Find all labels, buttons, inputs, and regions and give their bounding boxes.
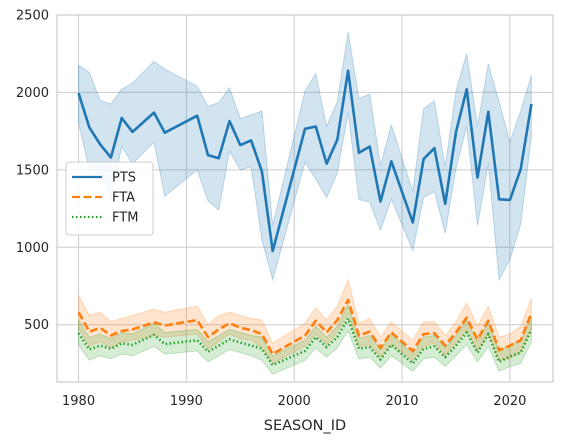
y-tick-label: 1500 xyxy=(16,163,49,178)
ftm-legend-label: FTM xyxy=(112,211,138,226)
x-tick-label: 1980 xyxy=(62,394,95,409)
ftm-series-line xyxy=(77,317,533,367)
series-lines xyxy=(77,69,533,367)
y-tick-label: 1000 xyxy=(16,241,49,256)
pts-confidence-band xyxy=(78,31,532,282)
x-tick-label: 2000 xyxy=(278,394,311,409)
plot-frame xyxy=(56,14,554,383)
x-tick-labels: 1980 1990 2000 2010 2020 xyxy=(62,394,526,409)
legend: PTS FTA FTM xyxy=(65,161,154,236)
y-tick-labels: 500 1000 1500 2000 2500 xyxy=(16,9,49,334)
x-tick-label: 2020 xyxy=(493,394,526,409)
y-tick-label: 2500 xyxy=(16,9,49,24)
pts-series-line xyxy=(77,69,533,253)
x-axis-label: SEASON_ID xyxy=(264,418,346,434)
x-tick-label: 1990 xyxy=(170,394,203,409)
y-tick-label: 2000 xyxy=(16,86,49,101)
legend-box xyxy=(65,161,154,236)
pts-legend-label: PTS xyxy=(112,171,136,186)
fta-series-line xyxy=(77,298,533,356)
fta-legend-label: FTA xyxy=(112,191,135,206)
x-tick-label: 2010 xyxy=(385,394,418,409)
y-tick-label: 500 xyxy=(24,318,49,333)
